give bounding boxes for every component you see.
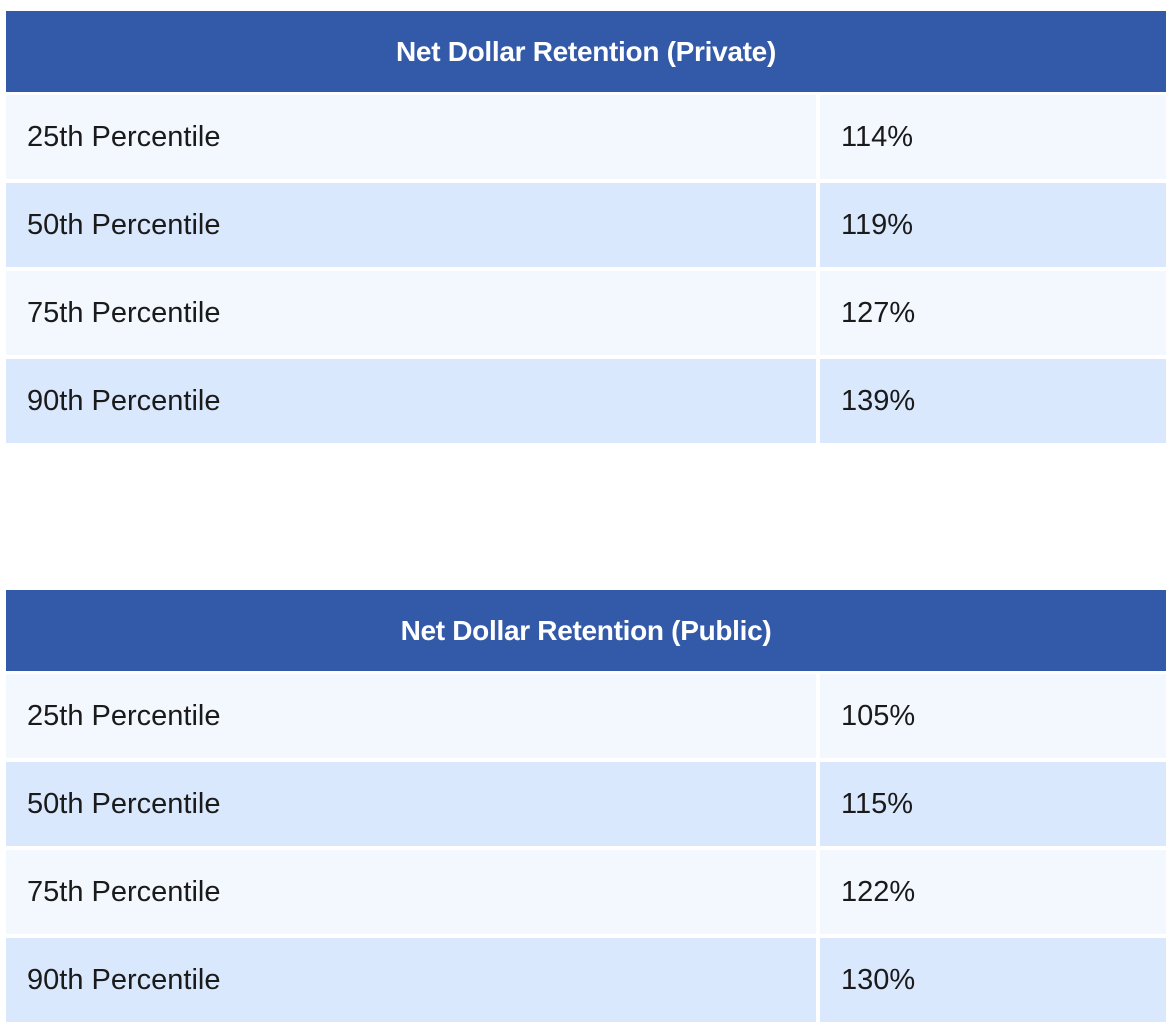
table-header-public: Net Dollar Retention (Public) bbox=[6, 590, 1166, 671]
table-row: 90th Percentile 130% bbox=[6, 938, 1166, 1022]
table-body-private: 25th Percentile 114% 50th Percentile 119… bbox=[6, 95, 1166, 443]
percentile-value: 105% bbox=[820, 674, 1166, 758]
percentile-value: 114% bbox=[820, 95, 1166, 179]
percentile-label: 25th Percentile bbox=[6, 95, 816, 179]
percentile-label: 50th Percentile bbox=[6, 183, 816, 267]
table-row: 90th Percentile 139% bbox=[6, 359, 1166, 443]
percentile-value: 130% bbox=[820, 938, 1166, 1022]
percentile-label: 90th Percentile bbox=[6, 359, 816, 443]
percentile-value: 127% bbox=[820, 271, 1166, 355]
table-body-public: 25th Percentile 105% 50th Percentile 115… bbox=[6, 674, 1166, 1022]
table-row: 50th Percentile 115% bbox=[6, 762, 1166, 846]
percentile-value: 115% bbox=[820, 762, 1166, 846]
percentile-value: 139% bbox=[820, 359, 1166, 443]
table-row: 75th Percentile 127% bbox=[6, 271, 1166, 355]
percentile-label: 75th Percentile bbox=[6, 271, 816, 355]
table-row: 25th Percentile 114% bbox=[6, 95, 1166, 179]
percentile-label: 50th Percentile bbox=[6, 762, 816, 846]
table-row: 50th Percentile 119% bbox=[6, 183, 1166, 267]
table-header-private: Net Dollar Retention (Private) bbox=[6, 11, 1166, 92]
percentile-value: 122% bbox=[820, 850, 1166, 934]
percentile-label: 90th Percentile bbox=[6, 938, 816, 1022]
table-row: 75th Percentile 122% bbox=[6, 850, 1166, 934]
percentile-label: 25th Percentile bbox=[6, 674, 816, 758]
percentile-value: 119% bbox=[820, 183, 1166, 267]
table-row: 25th Percentile 105% bbox=[6, 674, 1166, 758]
percentile-label: 75th Percentile bbox=[6, 850, 816, 934]
ndr-private-table: Net Dollar Retention (Private) 25th Perc… bbox=[6, 11, 1166, 443]
ndr-public-table: Net Dollar Retention (Public) 25th Perce… bbox=[6, 590, 1166, 1022]
